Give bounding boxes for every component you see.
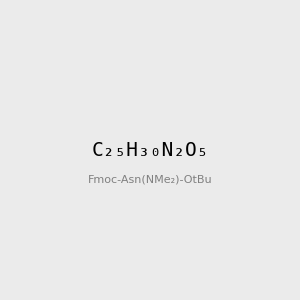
Text: C₂₅H₃₀N₂O₅: C₂₅H₃₀N₂O₅ bbox=[91, 140, 209, 160]
Text: Fmoc-Asn(NMe₂)-OtBu: Fmoc-Asn(NMe₂)-OtBu bbox=[88, 175, 212, 185]
